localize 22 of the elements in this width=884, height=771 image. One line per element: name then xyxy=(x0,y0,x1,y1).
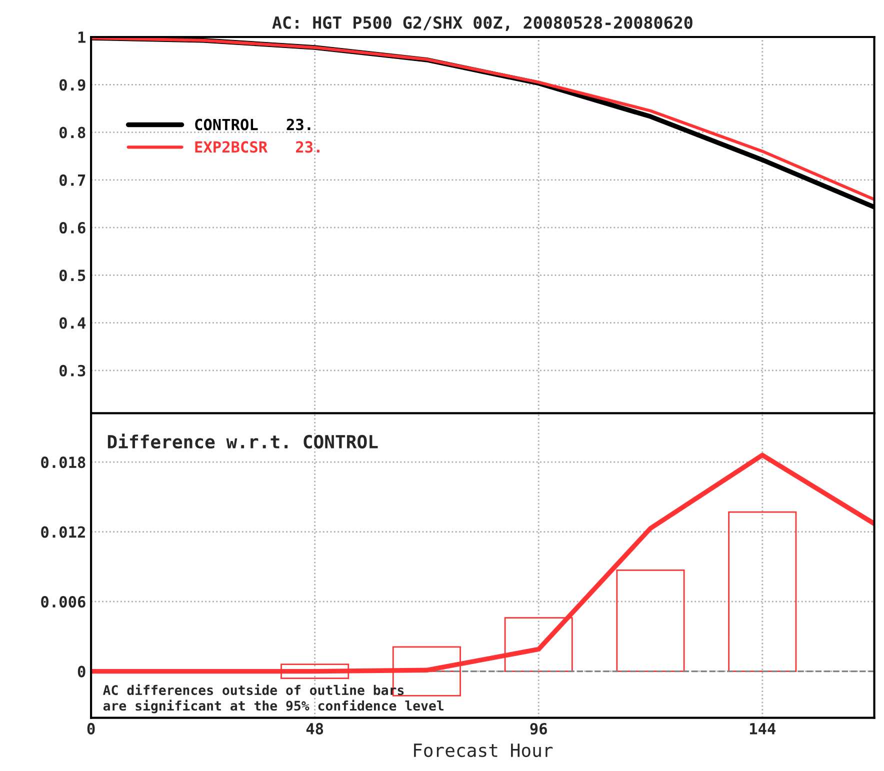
x-tick-label: 96 xyxy=(530,722,547,735)
x-tick-label: 48 xyxy=(306,722,324,734)
y-tick-label: 0.9 xyxy=(60,79,86,91)
y-tick-label: 1 xyxy=(78,32,86,43)
x-tick-label: 144 xyxy=(750,723,776,734)
annotation: Difference w.r.t. CONTROL xyxy=(108,434,378,449)
legend-label: CONTROL 23. xyxy=(195,118,310,130)
bar xyxy=(728,511,797,672)
y-tick-label: 0.4 xyxy=(60,317,86,329)
legend-label: EXP2BCSR 23. xyxy=(195,141,320,153)
x-tick-label: 0 xyxy=(87,722,95,734)
y-tick-label: 0.018 xyxy=(41,456,86,468)
y-tick-label: 0.5 xyxy=(60,270,86,282)
y-tick-label: 0.006 xyxy=(41,596,86,608)
y-tick-label: 0.3 xyxy=(60,364,86,376)
y-tick-label: 0.6 xyxy=(60,222,86,234)
chart-title: AC: HGT P500 G2/SHX 00Z, 20080528-20080620 xyxy=(272,16,692,32)
x-axis-title: Forecast Hour xyxy=(414,744,553,758)
y-tick-label: 0.8 xyxy=(60,126,86,138)
y-tick-label: 0 xyxy=(78,666,86,678)
y-tick-label: 0.012 xyxy=(41,526,85,538)
y-tick-label: 0.7 xyxy=(60,174,86,186)
